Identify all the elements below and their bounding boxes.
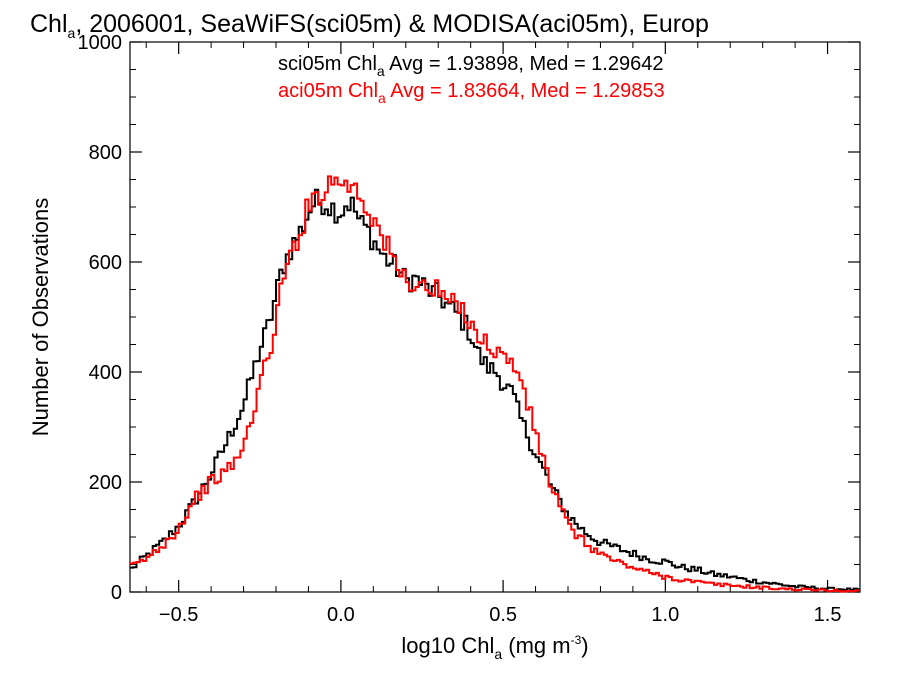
- data-series: [130, 175, 860, 593]
- y-tick-label: 400: [89, 362, 122, 384]
- y-tick-label: 0: [111, 582, 122, 604]
- plot-area: −0.5 0.0 0.5 1.0 1.5 0 200 400 600 800 1000: [78, 32, 861, 626]
- x-tick-label: 0.5: [489, 604, 517, 626]
- chart-title: Chla, 2006001, SeaWiFS(sci05m) & MODISA(…: [30, 10, 709, 41]
- x-tick-label: 1.0: [651, 604, 679, 626]
- axis-ticks: −0.5 0.0 0.5 1.0 1.5 0 200 400 600 800 1000: [78, 32, 861, 626]
- histogram-series-1: [130, 175, 860, 593]
- y-tick-label: 600: [89, 252, 122, 274]
- y-tick-label: 1000: [78, 32, 123, 54]
- x-tick-label: −0.5: [159, 604, 198, 626]
- x-tick-label: 0.0: [327, 604, 355, 626]
- x-axis-label: log10 Chla (mg m-3): [401, 633, 588, 662]
- annotation-aci05m: aci05m Chla Avg = 1.83664, Med = 1.29853: [278, 80, 665, 106]
- y-tick-label: 200: [89, 472, 122, 494]
- histogram-series-0: [130, 188, 860, 592]
- y-axis-label: Number of Observations: [28, 198, 53, 436]
- plot-frame: [129, 41, 861, 593]
- y-tick-label: 800: [89, 142, 122, 164]
- x-tick-label: 1.5: [814, 604, 842, 626]
- annotation-sci05m: sci05m Chla Avg = 1.93898, Med = 1.29642: [278, 53, 663, 79]
